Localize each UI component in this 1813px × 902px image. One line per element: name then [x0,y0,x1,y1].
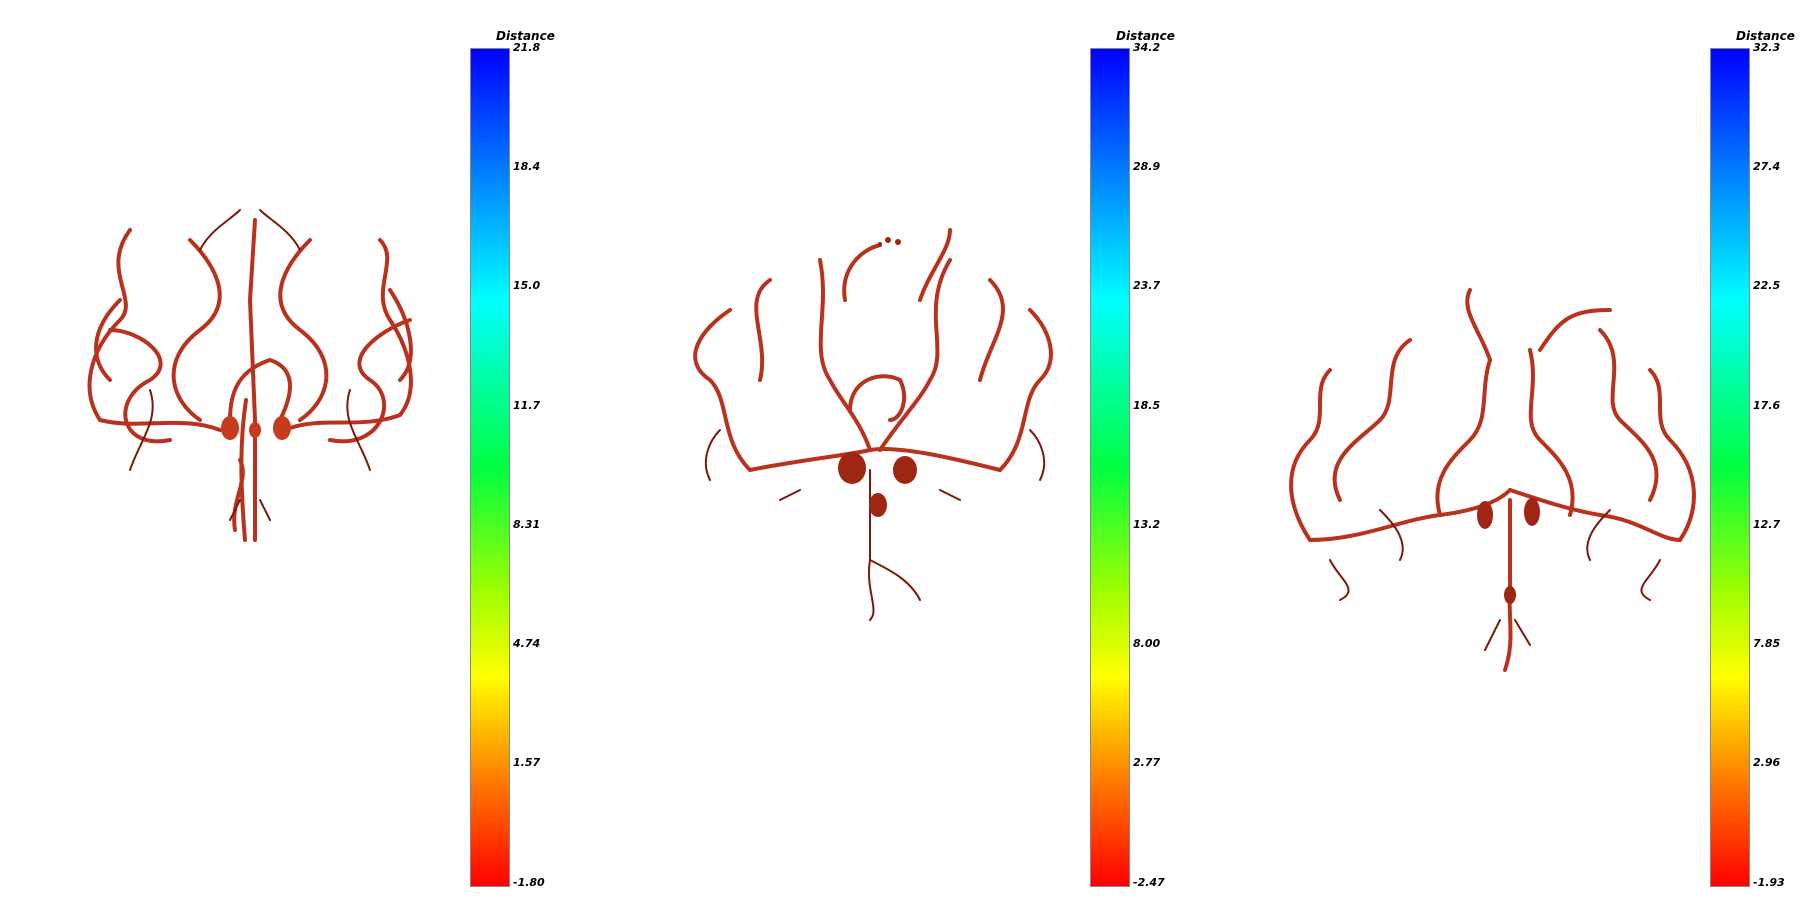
colorbar-tick: 23.7 [1133,279,1161,292]
vessel-render-3 [1289,288,1696,672]
vessel-render-1 [87,209,413,542]
colorbar-tick: 27.4 [1753,160,1781,173]
colorbar [1710,48,1750,887]
colorbar-tick: 11.7 [513,399,541,412]
colorbar-title: Distance [1736,29,1795,43]
colorbar-tick: 22.5 [1753,279,1781,292]
colorbar-tick: 8.00 [1133,637,1161,650]
colorbar-tick: 12.7 [1753,518,1781,531]
colorbar-tick: 21.8 [513,41,541,54]
render-panel-1: Distance 21.8 18.4 15.0 11.7 8.31 4.74 1… [0,0,620,902]
vessel-render-2 [693,228,1053,621]
colorbar-title: Distance [496,29,555,43]
colorbar-tick: 2.77 [1133,756,1161,769]
colorbar-tick: 17.6 [1753,399,1781,412]
colorbar-tick: 18.5 [1133,399,1161,412]
render-panel-3: Distance 32.3 27.4 22.5 17.6 12.7 7.85 2… [1240,0,1813,902]
colorbar-tick: -1.80 [513,876,545,889]
colorbar-tick: 1.57 [513,756,541,769]
colorbar-tick: 13.2 [1133,518,1161,531]
colorbar-tick: 34.2 [1133,41,1161,54]
render-panel-2: Distance 34.2 28.9 23.7 18.5 13.2 8.00 2… [620,0,1240,902]
colorbar-tick: 28.9 [1133,160,1161,173]
colorbar-tick: 18.4 [513,160,541,173]
colorbar-tick: -1.93 [1753,876,1785,889]
colorbar-tick: 4.74 [513,637,541,650]
colorbar [1090,48,1130,887]
colorbar-tick: 32.3 [1753,41,1781,54]
colorbar-tick: 15.0 [513,279,541,292]
colorbar-tick: 7.85 [1753,637,1781,650]
colorbar-title: Distance [1116,29,1175,43]
colorbar-tick: 8.31 [513,518,541,531]
colorbar-tick: 2.96 [1753,756,1781,769]
colorbar-tick: -2.47 [1133,876,1165,889]
colorbar [470,48,510,887]
